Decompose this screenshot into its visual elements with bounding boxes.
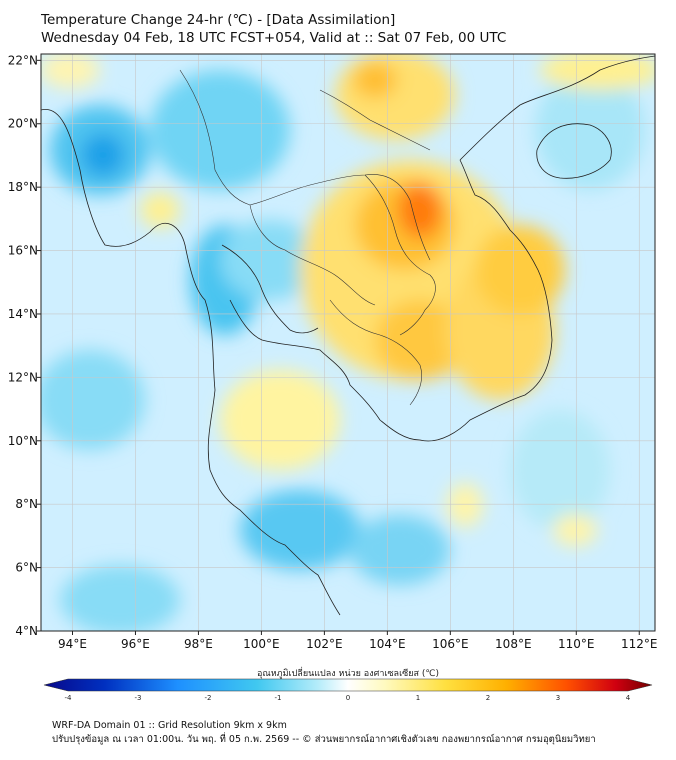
footer-line2: ปรับปรุงข้อมูล ณ เวลา 01:00น. วัน พฤ. ที… [52,734,596,745]
warm-anomaly-vietnam-core [475,225,565,315]
warm-anomaly-east-spot [553,514,597,546]
lat-tick-label: 8°N [15,497,38,511]
border-thailand-north [249,204,376,306]
lat-tick-label: 10°N [8,434,38,448]
warm-anomaly-gulf [220,370,340,470]
lat-tick-label: 14°N [8,307,38,321]
map-title-line1: Temperature Change 24-hr (℃) - [Data Ass… [41,12,396,28]
lon-tick-label: 112°E [621,637,658,651]
colorbar-tick-label: 3 [556,694,560,702]
lon-tick-label: 94°E [58,637,87,651]
lat-tick-label: 16°N [8,244,38,258]
lat-tick-label: 20°N [8,117,38,131]
border-myanmar-thailand-laos [179,69,431,261]
cool-anomaly-andaman [41,350,145,450]
colorbar-tick-label: 4 [626,694,631,702]
warm-anomaly-cambodia [375,300,465,380]
warm-anomaly-peak [398,182,442,238]
coast-south-china [459,55,655,161]
coastlines [41,55,655,616]
lon-tick-label: 106°E [432,637,469,651]
colorbar-tick-label: -2 [205,694,212,702]
warm-anomaly-north-west [41,54,100,88]
warm-anomaly-north-core [353,62,397,98]
cool-anomaly-hainan [535,70,645,190]
colorbar-gradient [43,678,653,692]
colorbar-tick-label: -4 [65,694,73,702]
lon-tick-label: 110°E [558,637,595,651]
coast-myanmar-peninsula [41,108,341,616]
cool-anomaly-north-myanmar [150,70,290,190]
border-laos-thailand [364,174,436,336]
colorbar-tick-label: -1 [275,694,282,702]
colorbar-tick-label: -3 [135,694,142,702]
cool-anomaly-east [510,410,610,530]
border-china [319,89,431,151]
lat-tick-label: 22°N [8,53,38,67]
country-borders [179,69,436,406]
colorbar-ticks: -4 -3 -2 -1 0 1 2 3 4 [65,694,631,702]
map-title-line2: Wednesday 04 Feb, 18 UTC FCST+054, Valid… [41,30,507,46]
lat-tick-label: 18°N [8,180,38,194]
map-frame [40,53,656,632]
lat-tick-label: 12°N [8,370,38,384]
temperature-field [41,54,655,631]
colorbar-tick-label: 0 [346,694,350,702]
cool-anomaly-south-china-sea [350,515,450,585]
colorbar-tick-label: 1 [416,694,420,702]
coast-gulf-vietnam [229,159,553,442]
lat-tick-label: 4°N [15,624,38,638]
cool-anomaly-south-west [60,565,180,631]
lon-tick-label: 100°E [243,637,280,651]
cool-anomaly-malay [240,490,360,570]
colorbar-title: อุณหภูมิเปลี่ยนแปลง หน่วย องศาเซลเซียส (… [257,666,439,679]
lon-tick-label: 102°E [306,637,343,651]
lon-tick-label: 108°E [495,637,532,651]
cool-anomaly-central [220,220,320,300]
lat-tick-label: 6°N [15,561,38,575]
footer-line1: WRF-DA Domain 01 :: Grid Resolution 9km … [52,720,287,731]
coast-gulf-thailand [221,244,319,334]
graticule [41,54,655,631]
colorbar-tick-label: 2 [486,694,490,702]
lon-tick-label: 104°E [369,637,406,651]
latitude-ticks: 4°N 6°N 8°N 10°N 12°N 14°N 16°N 18°N 20°N 22°N [8,53,41,638]
coast-hainan [536,123,612,179]
warm-anomaly-north [335,54,455,140]
border-cambodia [329,299,422,406]
warm-anomaly-sea-spot [447,483,483,527]
cool-anomaly-core [81,133,125,177]
warm-anomaly-myanmar-spot [140,192,180,228]
colorbar: อุณหภูมิเปลี่ยนแปลง หน่วย องศาเซลเซียส (… [43,666,653,702]
lon-tick-label: 98°E [184,637,213,651]
lon-tick-label: 96°E [121,637,150,651]
longitude-ticks: 94°E 96°E 98°E 100°E 102°E 104°E 106°E 108°E 110… [58,631,658,651]
